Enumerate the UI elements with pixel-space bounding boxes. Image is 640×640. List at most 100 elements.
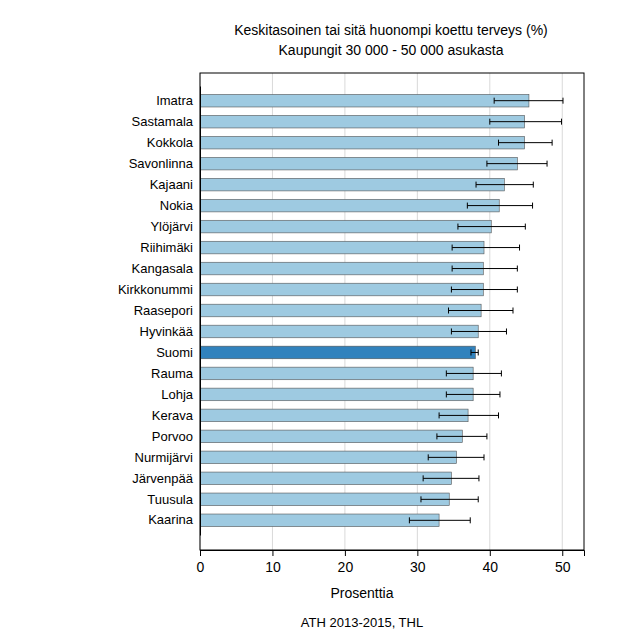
error-bar xyxy=(409,517,470,523)
bars xyxy=(200,94,563,526)
tick: Suomi xyxy=(156,345,200,360)
grid xyxy=(200,73,562,550)
category-label: Kirkkonummi xyxy=(118,282,193,297)
tick: 20 xyxy=(338,550,354,575)
bar xyxy=(200,115,525,128)
tick: Tuusula xyxy=(147,491,200,506)
error-line xyxy=(499,142,553,143)
bar xyxy=(200,94,529,107)
category-label: Lohja xyxy=(161,387,194,402)
category-label: Kerava xyxy=(152,408,194,423)
error-cap xyxy=(428,454,429,460)
error-cap xyxy=(532,203,533,209)
tick-mark xyxy=(417,550,418,556)
error-cap xyxy=(436,433,437,439)
error-line xyxy=(446,373,501,374)
error-bar xyxy=(490,119,562,125)
category-label: Riihimäki xyxy=(140,240,193,255)
error-cap xyxy=(446,370,447,376)
error-cap xyxy=(525,224,526,230)
category-label: Rauma xyxy=(151,366,194,381)
category-label: Porvoo xyxy=(152,429,193,444)
bar xyxy=(200,283,483,296)
error-cap xyxy=(470,349,471,355)
error-line xyxy=(449,310,513,311)
bar xyxy=(200,346,475,359)
bar xyxy=(200,241,484,254)
error-cap xyxy=(519,245,520,251)
error-cap xyxy=(486,433,487,439)
tick-label: 50 xyxy=(555,559,571,575)
category-label: Nokia xyxy=(160,198,194,213)
category-label: Kajaani xyxy=(150,177,193,192)
tick: Järvenpää xyxy=(132,471,200,486)
error-bar xyxy=(452,245,519,251)
category-label: Nurmijärvi xyxy=(135,450,194,465)
bar xyxy=(200,157,517,170)
bar xyxy=(200,451,456,464)
category-label: Tuusula xyxy=(147,491,194,506)
tick-mark xyxy=(200,550,201,556)
bar xyxy=(200,493,449,506)
bar xyxy=(200,430,462,443)
error-bar xyxy=(451,287,517,293)
error-bar xyxy=(421,496,478,502)
error-cap xyxy=(489,119,490,125)
error-cap xyxy=(517,266,518,272)
tick: Riihimäki xyxy=(140,240,200,255)
error-line xyxy=(458,226,525,227)
error-cap xyxy=(499,391,500,397)
bar xyxy=(200,178,504,191)
error-cap xyxy=(512,308,513,314)
error-cap xyxy=(476,182,477,188)
error-cap xyxy=(451,328,452,334)
bar xyxy=(200,199,499,212)
tick: Savonlinna xyxy=(129,156,200,171)
error-line xyxy=(409,520,470,521)
error-line xyxy=(487,163,547,164)
tick: Hyvinkää xyxy=(140,324,200,339)
category-label: Sastamala xyxy=(132,114,194,129)
bar xyxy=(200,262,483,275)
error-cap xyxy=(506,328,507,334)
tick: Kajaani xyxy=(150,177,200,192)
error-cap xyxy=(467,203,468,209)
error-bar xyxy=(452,266,517,272)
category-label: Kaarina xyxy=(148,512,194,527)
error-cap xyxy=(446,391,447,397)
tick: Ylöjärvi xyxy=(150,219,200,234)
error-cap xyxy=(423,475,424,481)
error-bar xyxy=(499,140,553,146)
error-cap xyxy=(486,161,487,167)
tick: Lohja xyxy=(161,387,200,402)
error-bar xyxy=(428,454,484,460)
x-axis: 01020304050 xyxy=(197,550,585,575)
tick: Kirkkonummi xyxy=(118,282,200,297)
category-label: Raasepori xyxy=(134,303,193,318)
y-axis: ImatraSastamalaKokkolaSavonlinnaKajaaniN… xyxy=(118,87,201,536)
plot-frame xyxy=(200,73,584,550)
category-label: Savonlinna xyxy=(129,156,194,171)
tick-mark xyxy=(490,550,491,556)
tick: 30 xyxy=(410,550,426,575)
error-line xyxy=(467,205,532,206)
tick-mark xyxy=(562,550,563,556)
subtitle: Kaupungit 30 000 - 50 000 asukasta xyxy=(279,42,504,58)
category-label: Hyvinkää xyxy=(140,324,194,339)
chart: Keskitasoinen tai sitä huonompi koettu t… xyxy=(0,0,640,640)
error-cap xyxy=(478,349,479,355)
bar xyxy=(200,367,473,380)
error-cap xyxy=(552,140,553,146)
error-line xyxy=(446,394,500,395)
tick: Nurmijärvi xyxy=(135,450,201,465)
error-bar xyxy=(423,475,479,481)
error-line xyxy=(423,478,479,479)
tick: Kaarina xyxy=(148,512,200,527)
tick: Kangasala xyxy=(132,261,200,276)
tick-label: 20 xyxy=(338,559,354,575)
error-cap xyxy=(501,370,502,376)
error-cap xyxy=(448,308,449,314)
category-label: Järvenpää xyxy=(132,471,193,486)
error-bar xyxy=(446,370,501,376)
grid-line xyxy=(562,73,563,550)
